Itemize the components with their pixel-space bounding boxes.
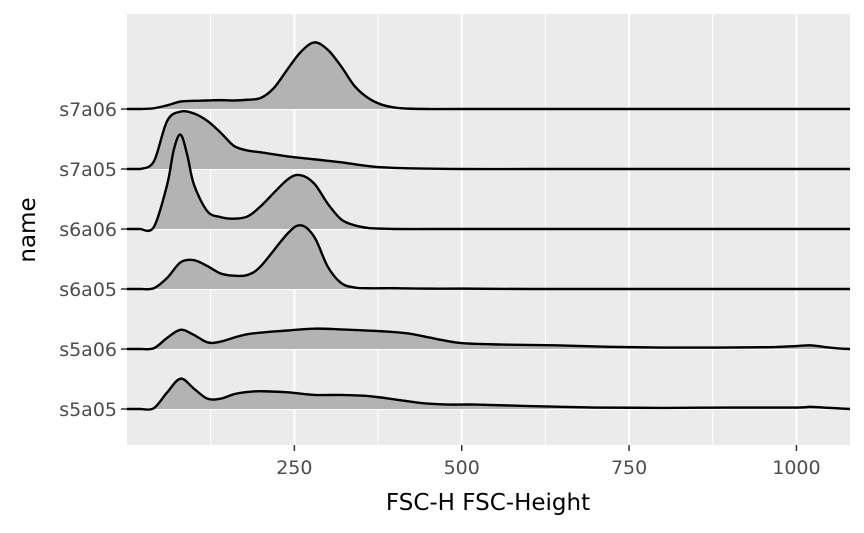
ridge-fill-s6a06: [127, 134, 850, 231]
x-axis-title: FSC-H FSC-Height: [386, 490, 590, 516]
ridge-line-s5a05: [127, 377, 851, 411]
ridge-fill-s6a05: [127, 225, 850, 290]
x-tick-label: 250: [276, 457, 312, 479]
x-tick-label: 750: [611, 457, 647, 479]
y-tick-label: s5a06: [59, 339, 117, 361]
ridge-line-s5a06: [127, 327, 851, 351]
x-axis: 250 500 750 1000: [276, 445, 821, 479]
ridges: [127, 41, 851, 411]
ridge-fill-s7a06: [127, 42, 850, 110]
ridge-fill-s5a05: [127, 378, 850, 410]
x-tick-label: 500: [444, 457, 480, 479]
y-tick-label: s7a05: [59, 159, 117, 181]
y-axis: s5a05 s5a06 s6a05 s6a06 s7a05 s7a06: [59, 99, 127, 421]
ridge-line-s6a05: [127, 224, 850, 291]
y-tick-label: s5a05: [59, 399, 117, 421]
x-tick-label: 1000: [772, 457, 820, 479]
y-tick-label: s6a06: [59, 219, 117, 241]
y-tick-label: s6a05: [59, 279, 117, 301]
y-tick-label: s7a06: [59, 99, 117, 121]
y-axis-title: name: [15, 197, 41, 262]
ridge-line-s7a05: [127, 110, 850, 171]
ridge-fill-s5a06: [127, 328, 850, 350]
ridge-line-s6a06: [127, 133, 850, 233]
ridge-line-s7a06: [127, 41, 850, 111]
